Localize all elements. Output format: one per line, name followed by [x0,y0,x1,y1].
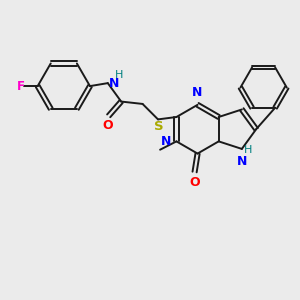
Text: O: O [102,119,112,132]
Text: H: H [115,70,123,80]
Text: N: N [161,135,171,148]
Text: O: O [189,176,200,189]
Text: N: N [108,76,119,90]
Text: F: F [17,80,25,93]
Text: N: N [192,86,203,100]
Text: H: H [244,146,253,155]
Text: N: N [237,155,247,168]
Text: S: S [154,120,164,133]
